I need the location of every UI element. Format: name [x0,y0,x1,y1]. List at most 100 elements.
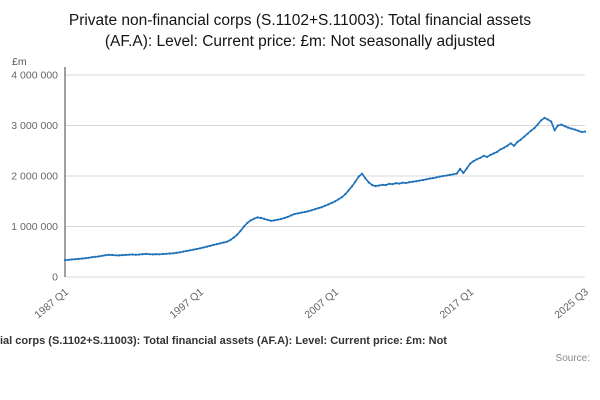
y-tick-label: 3 000 000 [11,120,58,132]
data-point-marker [583,130,587,133]
data-point-marker [452,172,455,176]
y-tick-label: 1 000 000 [11,221,58,233]
data-point-marker [158,252,161,256]
data-point-marker [131,253,134,256]
data-point-marker [526,132,529,135]
x-tick-label: 2017 Q1 [438,286,477,321]
timeseries-chart: 0 1 000 000 2 000 000 3 000 000 4 000 000£m 1… [11,56,591,321]
data-point-marker [101,254,104,257]
data-point-marker [117,254,121,257]
data-point-marker [269,219,273,222]
data-point-marker [202,246,205,249]
data-point-marker [215,242,218,245]
data-point-marker [448,173,451,176]
data-point-marker [350,185,354,188]
data-point-marker [502,146,506,149]
data-point-marker [266,218,269,221]
data-point-marker [229,238,232,241]
data-point-marker [276,218,279,221]
data-point-marker [529,129,533,132]
data-point-marker [486,155,489,158]
data-point-marker [84,256,87,260]
data-point-marker [374,184,377,187]
data-point-marker [134,253,137,256]
data-point-marker [570,127,573,130]
data-point-marker [411,180,414,183]
data-point-marker [293,212,296,215]
chart-container: 0 1 000 000 2 000 000 3 000 000 4 000 000 £m 1… [0,55,600,321]
data-point-marker [550,120,553,123]
data-point-marker [280,217,283,220]
data-point-marker [236,233,239,236]
data-point-marker [377,184,381,187]
data-point-marker [283,216,286,219]
data-point-marker [151,253,154,256]
data-point-marker [381,183,384,186]
data-point-marker [442,174,445,177]
data-point-marker [290,214,293,217]
data-point-marker [192,248,195,251]
data-point-marker [361,172,364,175]
x-tick-label: 2007 Q1 [302,286,341,321]
data-point-marker [121,253,124,256]
y-axis-unit-label: £m [12,56,27,68]
data-point-marker [499,147,502,151]
data-point-marker [303,210,306,213]
data-point-marker [340,195,343,199]
data-point-marker [475,157,478,161]
data-point-marker [489,153,492,156]
data-point-marker [513,144,516,147]
data-point-marker [553,128,556,132]
data-point-marker [323,204,327,207]
data-point-marker [77,257,80,260]
chart-title: Private non-financial corps (S.1102+S.11… [68,12,532,51]
data-point-marker [168,252,171,255]
data-point-marker [384,183,387,186]
data-point-marker [165,252,168,255]
data-point-marker [438,175,441,178]
data-point-marker [523,135,526,138]
data-point-marker [313,207,316,211]
data-point-marker [273,219,276,222]
data-point-marker [310,208,313,212]
data-point-marker [138,253,141,256]
data-point-marker [212,243,215,246]
data-point-marker [67,258,70,261]
data-point-marker [317,206,320,210]
data-point-marker [577,129,580,132]
x-tick-label: 1987 Q1 [32,286,71,321]
data-point-marker [563,124,566,127]
data-point-marker [357,175,360,178]
data-point-marker [148,252,151,256]
data-point-marker [327,203,330,206]
data-point-marker [482,154,485,157]
data-point-marker [172,251,175,255]
data-point-marker [330,201,333,204]
data-point-marker [540,119,543,122]
data-point-marker [300,211,303,214]
data-point-marker [144,252,148,255]
data-point-marker [354,180,357,183]
data-point-marker [94,255,97,258]
data-point-marker [556,124,560,127]
data-point-marker [97,255,100,258]
source-label: Source: [555,352,590,364]
data-point-marker [320,205,323,209]
data-point-marker [479,156,482,159]
data-point-marker [107,253,110,256]
data-point-marker [232,236,235,239]
data-point-marker [344,192,347,196]
x-tick-label: 2025 Q3 [552,286,591,321]
data-point-marker [536,123,539,126]
data-point-marker [199,246,202,250]
data-point-marker [296,211,300,215]
data-point-marker [394,181,397,185]
x-tick-label: 1997 Q1 [167,286,206,321]
data-point-marker [435,176,438,179]
data-point-marker [347,189,350,192]
data-point-marker [432,176,435,179]
data-point-marker [506,144,509,147]
data-point-marker [70,258,73,261]
y-tick-label: 2 000 000 [11,170,58,182]
data-point-marker [516,140,519,143]
